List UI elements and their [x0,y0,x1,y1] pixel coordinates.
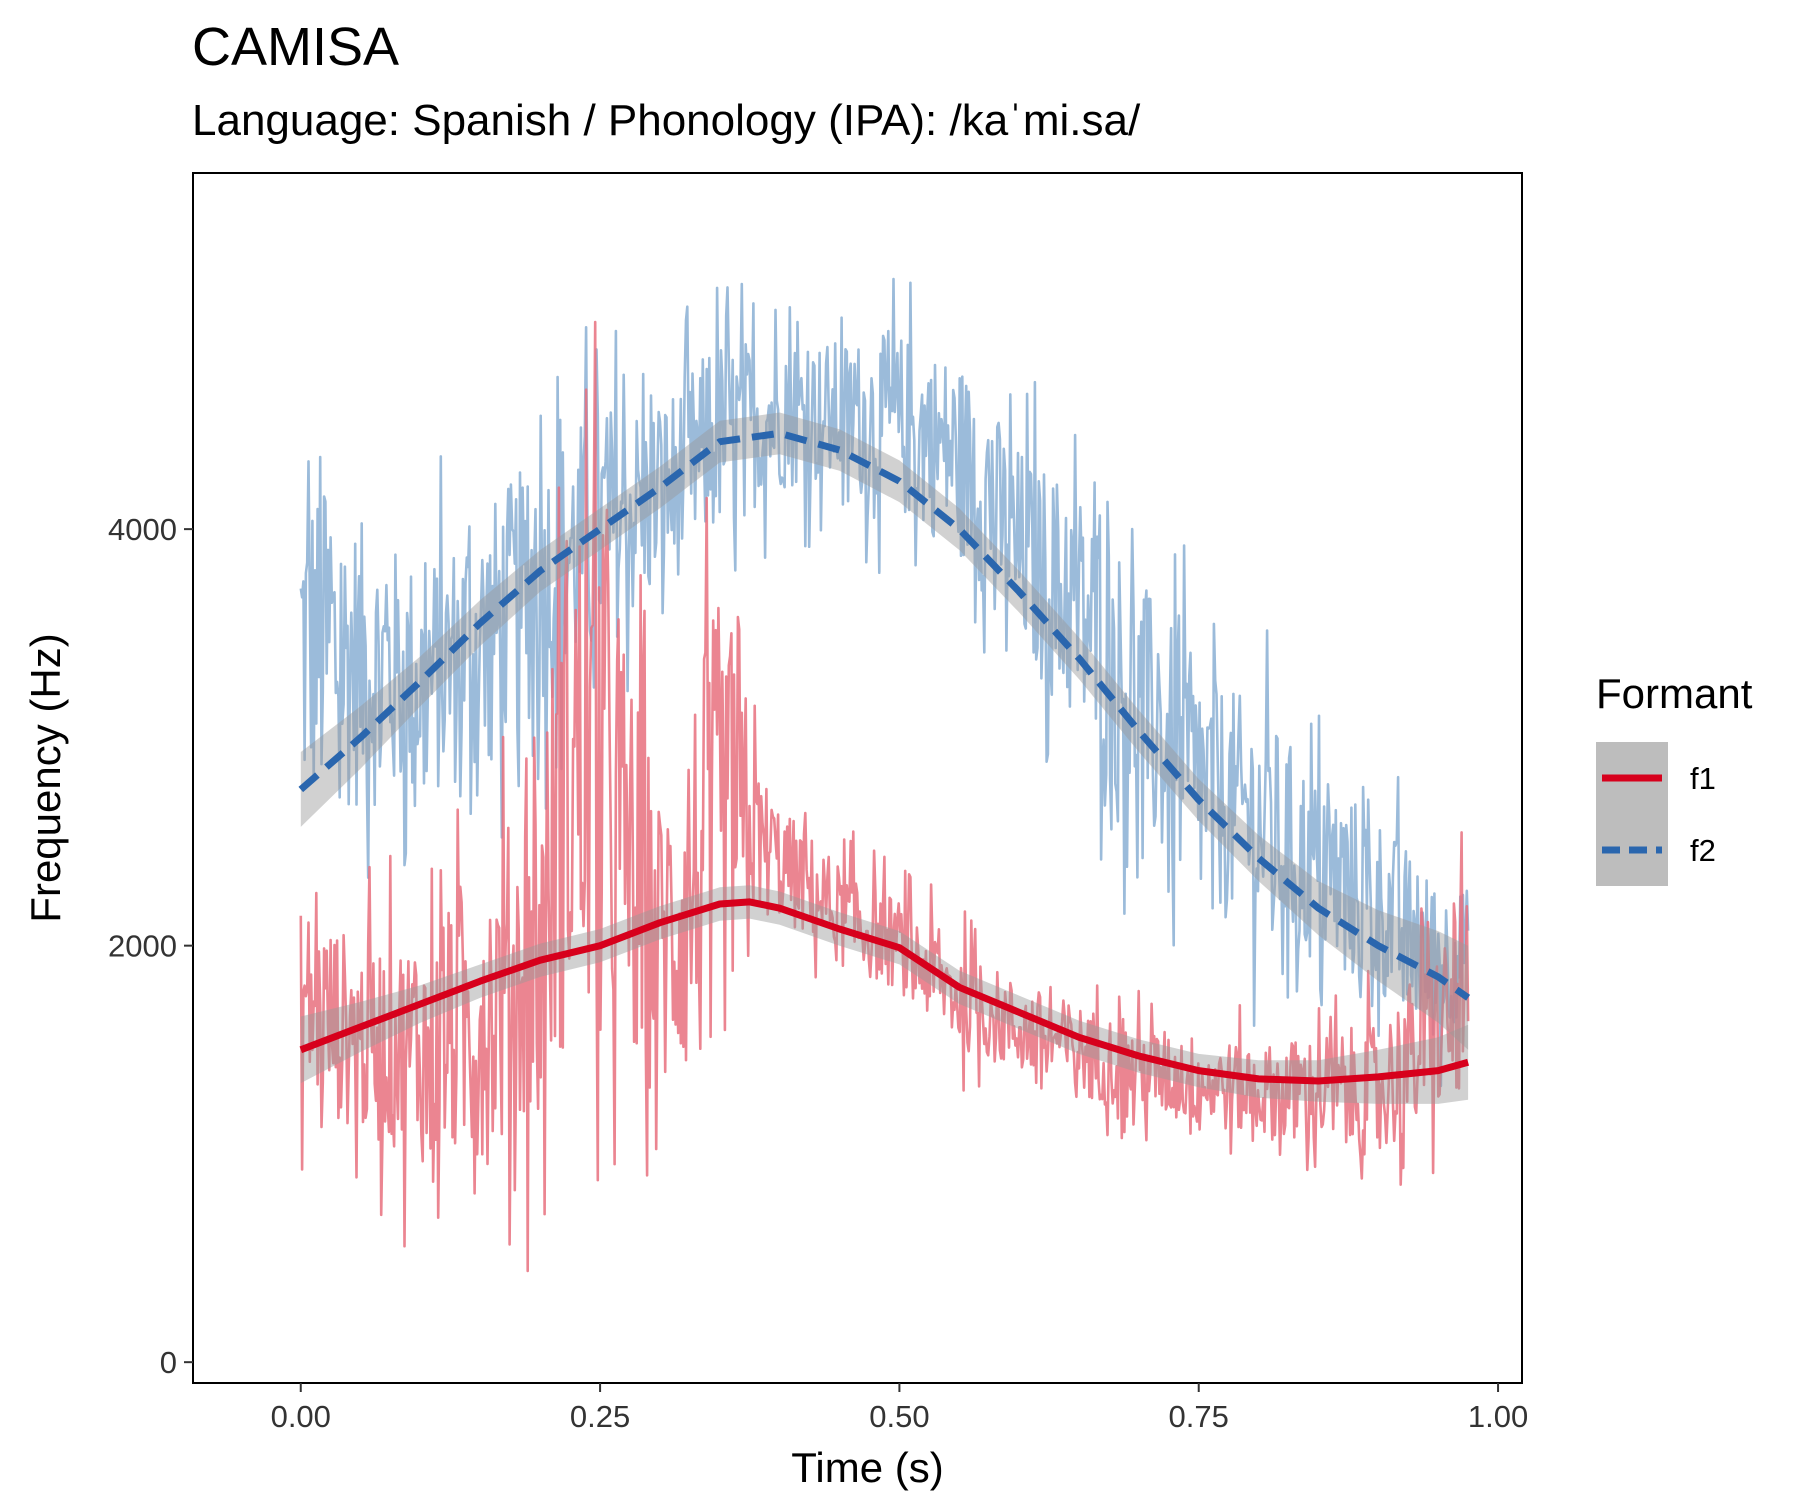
x-tick-label: 0.00 [271,1399,331,1434]
y-axis-title: Frequency (Hz) [22,633,69,922]
smooth-lines [298,429,1471,1085]
confidence-bands [300,412,1469,1104]
x-tick-label: 0.75 [1169,1399,1229,1434]
confidence-band-f1 [300,885,1469,1104]
plot-border [192,172,1523,1384]
y-tick-label: 2000 [108,929,177,964]
x-tick-label: 1.00 [1468,1399,1528,1434]
smooth-line-f1 [299,898,1470,1085]
legend: Formant f1 f2 [1596,670,1753,886]
x-tick-label: 0.50 [869,1399,929,1434]
legend-label-f2: f2 [1690,833,1716,868]
axes: 0.00 0.25 0.50 0.75 1.00 0 2000 4000 Time (s) Fre… [22,172,1528,1491]
smooth-line-f2 [298,429,1471,1001]
y-tick-label: 0 [160,1345,177,1380]
raw-trace-f2 [299,277,1470,1088]
raw-traces [299,277,1470,1273]
chart-subtitle: Language: Spanish / Phonology (IPA): /ka… [192,96,1141,145]
x-tick-label: 0.25 [570,1399,630,1434]
legend-label-f1: f1 [1690,761,1716,796]
legend-title: Formant [1596,670,1753,717]
raw-trace-f1 [299,320,1470,1273]
y-tick-label: 4000 [108,512,177,547]
x-axis-title: Time (s) [791,1444,943,1491]
chart-title: CAMISA [192,17,400,77]
